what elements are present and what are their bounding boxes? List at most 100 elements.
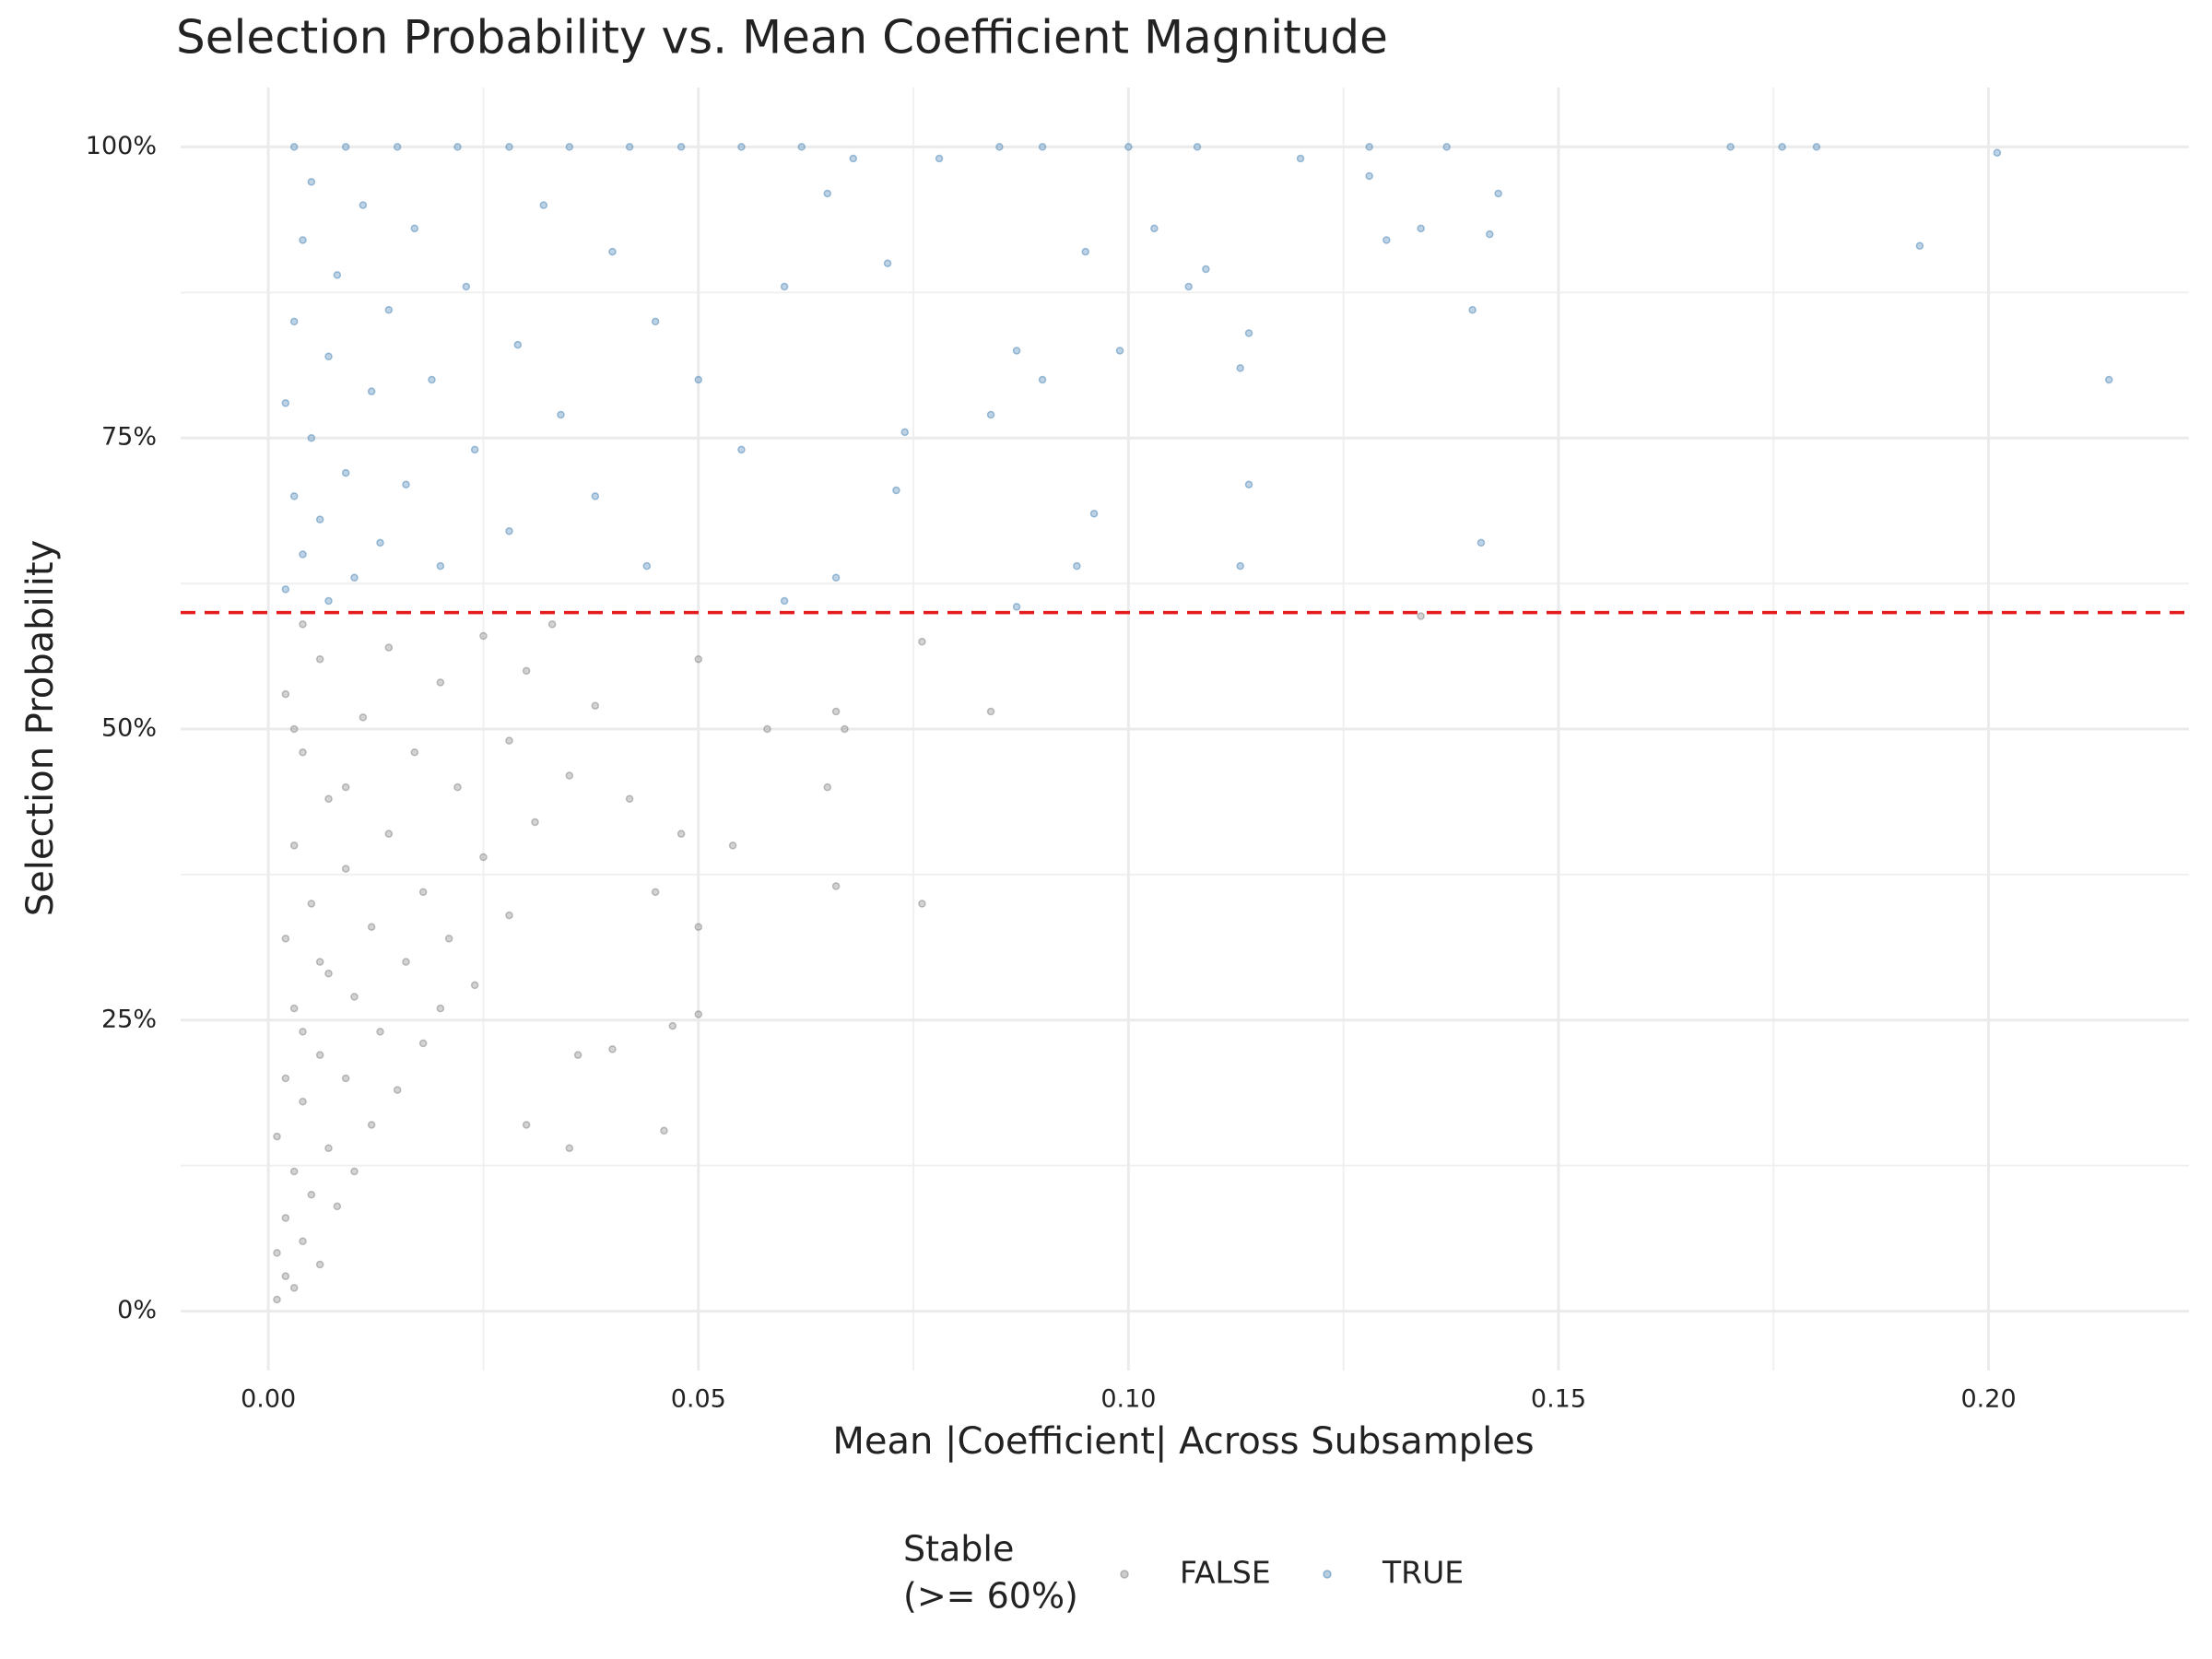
point xyxy=(892,486,900,495)
point xyxy=(324,794,333,804)
point xyxy=(324,352,333,361)
point xyxy=(307,178,316,186)
point xyxy=(995,143,1004,151)
point xyxy=(1477,538,1486,547)
point xyxy=(547,620,557,629)
point xyxy=(505,911,513,920)
point xyxy=(367,387,376,395)
point xyxy=(573,1051,582,1059)
point xyxy=(479,631,488,641)
point xyxy=(642,561,652,571)
point xyxy=(513,340,523,349)
point xyxy=(1038,375,1047,384)
point xyxy=(281,1074,290,1083)
point xyxy=(2104,375,2113,384)
point xyxy=(625,794,634,804)
point xyxy=(1486,229,1494,239)
point xyxy=(418,888,428,897)
point xyxy=(410,748,419,757)
point xyxy=(505,143,513,151)
y-tick-label: 25% xyxy=(101,1005,157,1033)
point xyxy=(376,538,384,547)
point xyxy=(780,596,789,606)
point xyxy=(315,1051,324,1059)
point xyxy=(625,143,634,151)
point xyxy=(289,1004,299,1013)
point xyxy=(470,981,479,990)
point xyxy=(591,492,600,500)
x-tick-label: 0.15 xyxy=(1531,1385,1586,1414)
point xyxy=(289,1167,299,1176)
point xyxy=(281,585,290,594)
point xyxy=(823,189,832,198)
point xyxy=(1236,561,1244,571)
point xyxy=(1417,612,1425,620)
point xyxy=(849,154,858,163)
point xyxy=(289,492,299,500)
legend-key xyxy=(1323,1570,1332,1579)
point xyxy=(1726,143,1735,151)
point xyxy=(677,830,686,838)
legend-label: TRUE xyxy=(1382,1555,1464,1591)
point xyxy=(341,782,350,792)
point xyxy=(918,638,926,646)
point xyxy=(1073,561,1081,571)
point xyxy=(1236,364,1244,372)
point xyxy=(436,561,445,571)
point xyxy=(410,224,419,233)
point xyxy=(367,1121,376,1129)
point xyxy=(531,818,539,827)
x-tick-label: 0.05 xyxy=(671,1385,726,1414)
point xyxy=(418,1039,428,1048)
point xyxy=(289,1284,299,1292)
point xyxy=(324,596,333,606)
point xyxy=(307,433,316,442)
point xyxy=(737,143,746,151)
point xyxy=(299,748,307,757)
point xyxy=(677,143,686,151)
point xyxy=(565,143,574,151)
point xyxy=(608,1045,617,1053)
point xyxy=(883,259,892,267)
point xyxy=(1184,282,1193,291)
point xyxy=(479,853,488,862)
point xyxy=(359,713,368,722)
point xyxy=(273,1295,281,1304)
point xyxy=(557,410,565,419)
point xyxy=(350,993,359,1001)
point xyxy=(1382,236,1391,244)
point xyxy=(694,1010,703,1018)
point xyxy=(1115,347,1124,355)
point xyxy=(341,1074,350,1083)
legend-key xyxy=(1120,1570,1129,1579)
point xyxy=(350,1167,359,1176)
point xyxy=(281,689,290,699)
point xyxy=(462,282,471,291)
point xyxy=(289,724,299,734)
point xyxy=(831,707,841,716)
point xyxy=(694,923,703,931)
point xyxy=(780,282,789,291)
point xyxy=(384,830,394,838)
point xyxy=(591,701,600,710)
point xyxy=(1012,347,1021,355)
point xyxy=(384,306,394,314)
point xyxy=(453,782,462,792)
point xyxy=(1124,143,1133,151)
point xyxy=(299,1097,307,1106)
point xyxy=(797,143,806,151)
point xyxy=(505,736,513,745)
point xyxy=(660,1126,668,1135)
point xyxy=(1244,480,1253,488)
point xyxy=(1993,148,2002,157)
point xyxy=(1778,143,1786,151)
point xyxy=(384,643,394,652)
point xyxy=(402,958,410,966)
point xyxy=(522,1121,531,1129)
point xyxy=(453,143,462,151)
point xyxy=(299,1028,307,1036)
point xyxy=(1081,247,1089,256)
point xyxy=(341,865,350,873)
legend-title: (>= 60%) xyxy=(903,1576,1078,1617)
legend-title: Stable xyxy=(903,1529,1014,1570)
